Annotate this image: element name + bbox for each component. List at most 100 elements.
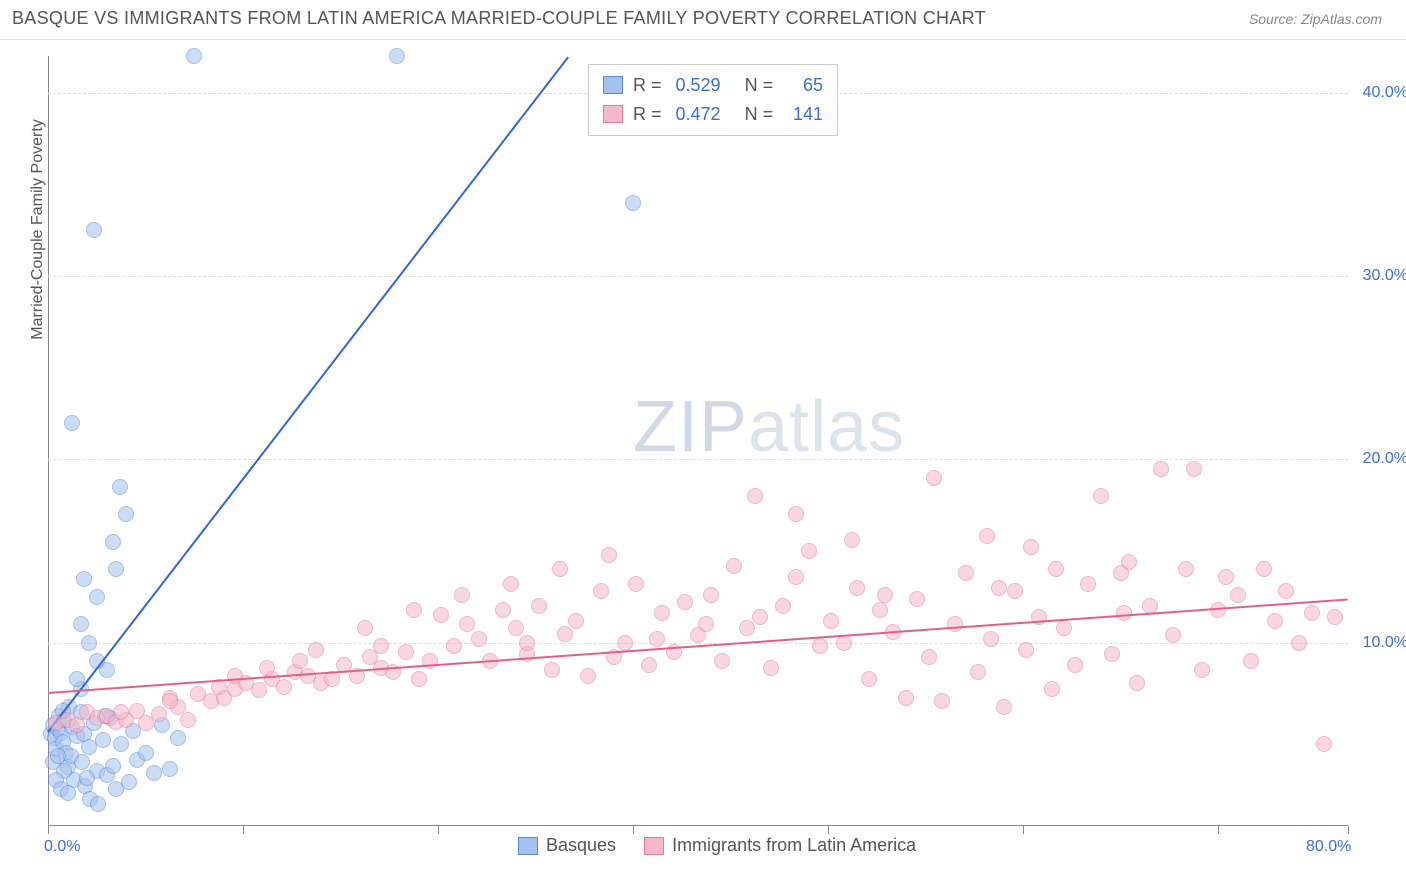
- scatter-point: [996, 699, 1012, 715]
- x-tick-label: 0.0%: [44, 838, 80, 856]
- scatter-point: [227, 668, 243, 684]
- scatter-point: [162, 693, 178, 709]
- scatter-point: [389, 48, 405, 64]
- scatter-point: [276, 679, 292, 695]
- scatter-point: [812, 638, 828, 654]
- n-value: 65: [787, 71, 823, 100]
- scatter-point: [991, 580, 1007, 596]
- scatter-point: [74, 754, 90, 770]
- scatter-point: [677, 594, 693, 610]
- scatter-point: [508, 620, 524, 636]
- y-axis-line: [48, 56, 49, 826]
- scatter-point: [357, 620, 373, 636]
- scatter-point: [747, 488, 763, 504]
- y-axis-title: Married-Couple Family Poverty: [29, 119, 47, 340]
- scatter-point: [877, 587, 893, 603]
- scatter-point: [552, 561, 568, 577]
- legend-row: R =0.472N =141: [603, 100, 823, 129]
- scatter-point: [788, 506, 804, 522]
- legend-row: R =0.529N =65: [603, 71, 823, 100]
- scatter-point: [471, 631, 487, 647]
- scatter-point: [801, 543, 817, 559]
- scatter-point: [1048, 561, 1064, 577]
- legend-swatch: [644, 837, 664, 855]
- scatter-point: [861, 671, 877, 687]
- legend-item: Immigrants from Latin America: [644, 835, 916, 856]
- scatter-point: [1080, 576, 1096, 592]
- x-tick: [438, 826, 439, 834]
- gridline: [48, 459, 1348, 460]
- scatter-point: [433, 607, 449, 623]
- scatter-point: [73, 616, 89, 632]
- scatter-point: [112, 479, 128, 495]
- scatter-point: [557, 626, 573, 642]
- scatter-point: [788, 569, 804, 585]
- r-label: R =: [633, 100, 662, 129]
- legend-swatch: [518, 837, 538, 855]
- scatter-point: [958, 565, 974, 581]
- r-value: 0.529: [676, 71, 721, 100]
- scatter-point: [1194, 662, 1210, 678]
- scatter-point: [95, 732, 111, 748]
- scatter-point: [1018, 642, 1034, 658]
- scatter-point: [625, 195, 641, 211]
- x-tick: [48, 826, 49, 834]
- y-tick-label: 30.0%: [1363, 267, 1406, 285]
- scatter-point: [151, 706, 167, 722]
- scatter-point: [1023, 539, 1039, 555]
- scatter-point: [580, 668, 596, 684]
- scatter-point: [628, 576, 644, 592]
- scatter-point: [726, 558, 742, 574]
- scatter-point: [186, 48, 202, 64]
- scatter-point: [86, 222, 102, 238]
- scatter-point: [1243, 653, 1259, 669]
- scatter-point: [714, 653, 730, 669]
- scatter-point: [531, 598, 547, 614]
- scatter-point: [849, 580, 865, 596]
- scatter-point: [406, 602, 422, 618]
- scatter-point: [947, 616, 963, 632]
- scatter-point: [1186, 461, 1202, 477]
- x-tick: [828, 826, 829, 834]
- scatter-point: [251, 682, 267, 698]
- scatter-point: [1165, 627, 1181, 643]
- scatter-point: [568, 613, 584, 629]
- watermark-bold: ZIP: [633, 387, 748, 467]
- scatter-point: [1093, 488, 1109, 504]
- scatter-point: [118, 506, 134, 522]
- scatter-point: [81, 635, 97, 651]
- scatter-point: [763, 660, 779, 676]
- scatter-point: [1067, 657, 1083, 673]
- scatter-point: [180, 712, 196, 728]
- scatter-point: [739, 620, 755, 636]
- scatter-point: [1056, 620, 1072, 636]
- x-tick-label: 80.0%: [1306, 838, 1351, 856]
- scatter-point: [146, 765, 162, 781]
- scatter-point: [105, 534, 121, 550]
- scatter-point: [979, 528, 995, 544]
- trend-line: [48, 599, 1348, 694]
- scatter-point: [1256, 561, 1272, 577]
- watermark: ZIPatlas: [633, 386, 905, 468]
- y-tick-label: 20.0%: [1363, 450, 1406, 468]
- scatter-point: [823, 613, 839, 629]
- scatter-point: [1129, 675, 1145, 691]
- scatter-point: [654, 605, 670, 621]
- chart-container: Married-Couple Family Poverty ZIPatlas 1…: [48, 56, 1348, 826]
- scatter-point: [983, 631, 999, 647]
- scatter-point: [170, 730, 186, 746]
- source-attribution: Source: ZipAtlas.com: [1249, 11, 1382, 27]
- scatter-point: [373, 638, 389, 654]
- n-label: N =: [745, 100, 774, 129]
- scatter-point: [752, 609, 768, 625]
- x-tick: [1023, 826, 1024, 834]
- scatter-point: [934, 693, 950, 709]
- chart-header: BASQUE VS IMMIGRANTS FROM LATIN AMERICA …: [0, 0, 1406, 40]
- scatter-point: [1178, 561, 1194, 577]
- scatter-point: [970, 664, 986, 680]
- x-tick: [633, 826, 634, 834]
- watermark-light: atlas: [748, 387, 905, 467]
- scatter-point: [921, 649, 937, 665]
- scatter-point: [495, 602, 511, 618]
- scatter-point: [81, 739, 97, 755]
